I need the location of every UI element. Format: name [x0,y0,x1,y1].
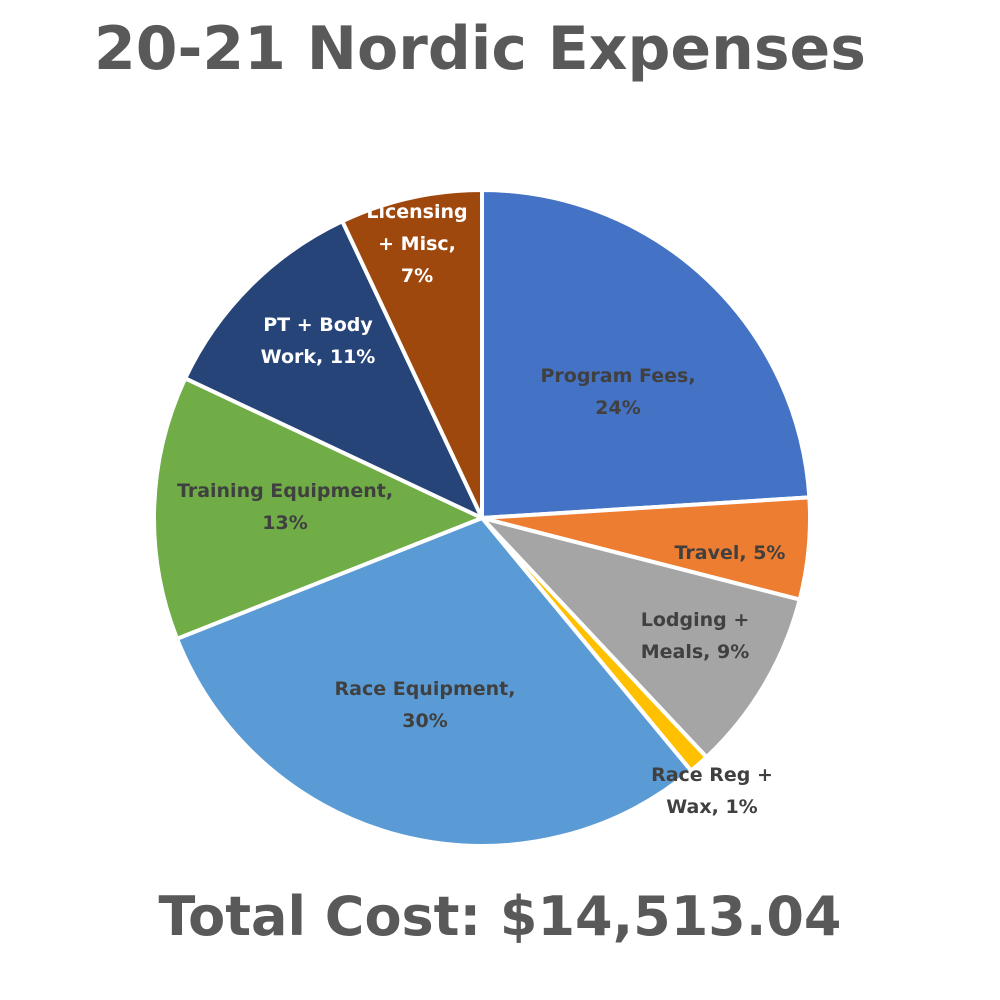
data-label-line: Work, 11% [261,346,376,368]
data-label-training-equipment: Training Equipment, 13% [177,480,393,534]
data-label-race-equipment: Race Equipment, 30% [335,678,516,732]
data-label-line: 24% [595,397,640,419]
data-label-line: Travel, 5% [675,542,786,564]
data-label-line: Training Equipment, [177,480,393,502]
data-label-line: Race Reg + [651,764,773,786]
data-label-line: Program Fees, [540,365,695,387]
data-label-program-fees: Program Fees, 24% [540,365,695,419]
data-label-lodging-meals: Lodging + Meals, 9% [641,609,750,663]
data-label-line: 30% [402,710,447,732]
pie-slice-lodging-meals [480,516,802,760]
data-label-line: PT + Body [263,314,373,336]
data-label-licensing-misc: Licensing + Misc, 7% [366,201,467,287]
data-label-line: Licensing [366,201,467,223]
pie-slice-race-equipment [175,516,694,848]
data-label-line: 7% [401,265,433,287]
data-label-pt-body-work: PT + Body Work, 11% [261,314,376,368]
data-label-line: 13% [262,512,307,534]
data-label-line: Wax, 1% [666,796,757,818]
data-label-line: Race Equipment, [335,678,516,700]
data-label-race-reg-wax: Race Reg + Wax, 1% [651,764,773,818]
total-cost-label: Total Cost: $14,513.04 [158,885,842,948]
data-label-line: Meals, 9% [641,641,750,663]
pie-slice-pt-body-work [183,219,484,520]
pie-slice-training-equipment [152,376,484,641]
data-label-line: Lodging + [641,609,750,631]
pie-slices [152,188,812,848]
pie-data-labels: Program Fees, 24% Travel, 5% Lodging + Meals… [177,201,786,818]
pie-slice-program-fees [480,188,812,520]
pie-slice-licensing-misc [340,188,484,520]
chart-title: 20-21 Nordic Expenses [94,14,866,84]
data-label-line: + Misc, [378,233,456,255]
data-label-travel: Travel, 5% [675,542,786,564]
